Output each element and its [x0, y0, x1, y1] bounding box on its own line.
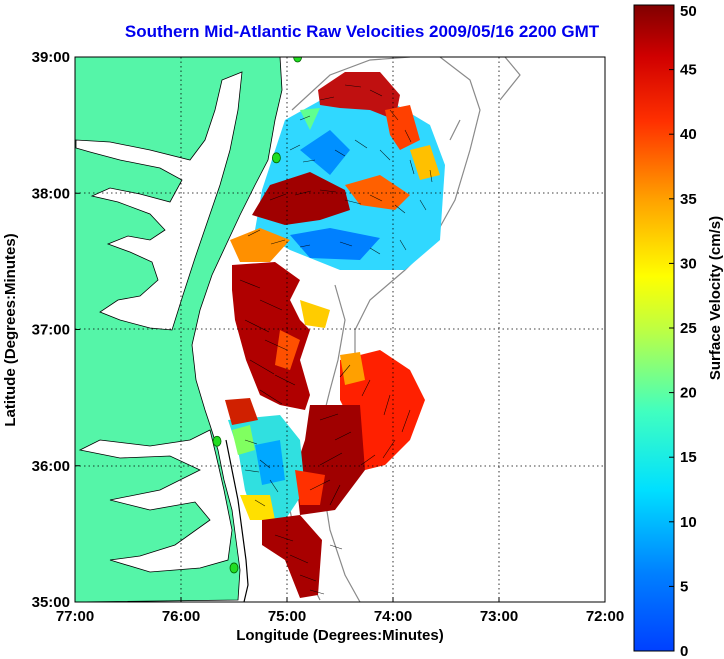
- pamlico-sound: [78, 429, 233, 573]
- colorbar-label: Surface Velocity (cm/s): [707, 216, 724, 380]
- colorbar-tick-label: 20: [680, 385, 697, 402]
- x-tick-label: 77:00: [56, 608, 94, 625]
- station-hatteras-marker: [229, 562, 239, 574]
- velocity-field: [225, 72, 445, 598]
- y-axis-label: Latitude (Degrees:Minutes): [2, 233, 19, 426]
- outer-banks: [225, 439, 249, 602]
- colorbar-tick-label: 0: [680, 643, 688, 659]
- colorbar-tick-label: 25: [680, 320, 697, 337]
- colorbar-tick-label: 50: [680, 3, 697, 20]
- y-tick-label: 38:00: [32, 185, 70, 202]
- colorbar-ticks: 0 5 10 15 20 25 30 35 40 45 50: [669, 3, 697, 659]
- colorbar-tick-label: 30: [680, 255, 697, 272]
- colorbar-tick-label: 15: [680, 449, 697, 466]
- y-tick-label: 36:00: [32, 458, 70, 475]
- y-tick-label: 39:00: [32, 49, 70, 66]
- chesapeake-bay: [75, 71, 243, 331]
- x-axis-ticks: 77:00 76:00 75:00 74:00 73:00 72:00: [56, 597, 624, 625]
- colorbar-tick-label: 10: [680, 514, 697, 531]
- x-axis-label: Longitude (Degrees:Minutes): [236, 627, 444, 644]
- map-title: Southern Mid-Atlantic Raw Velocities 200…: [124, 22, 600, 41]
- station-chesapeake-marker: [212, 435, 222, 447]
- radar-stations: [212, 57, 302, 574]
- y-tick-label: 37:00: [32, 322, 70, 339]
- colorbar-tick-label: 35: [680, 191, 697, 208]
- x-tick-label: 72:00: [586, 608, 624, 625]
- colorbar-tick-label: 40: [680, 126, 697, 143]
- graticule: [75, 57, 605, 602]
- x-tick-label: 75:00: [268, 608, 306, 625]
- y-tick-label: 35:00: [32, 594, 70, 611]
- x-tick-label: 73:00: [480, 608, 518, 625]
- x-tick-label: 74:00: [374, 608, 412, 625]
- colorbar-tick-label: 45: [680, 62, 697, 79]
- y-axis-ticks: 39:00 38:00 37:00 36:00 35:00: [32, 49, 80, 611]
- colorbar-tick-label: 5: [680, 578, 688, 595]
- station-delmarva-marker: [271, 152, 281, 164]
- colorbar: [633, 4, 675, 652]
- station-north-marker: [293, 57, 302, 63]
- x-tick-label: 76:00: [162, 608, 200, 625]
